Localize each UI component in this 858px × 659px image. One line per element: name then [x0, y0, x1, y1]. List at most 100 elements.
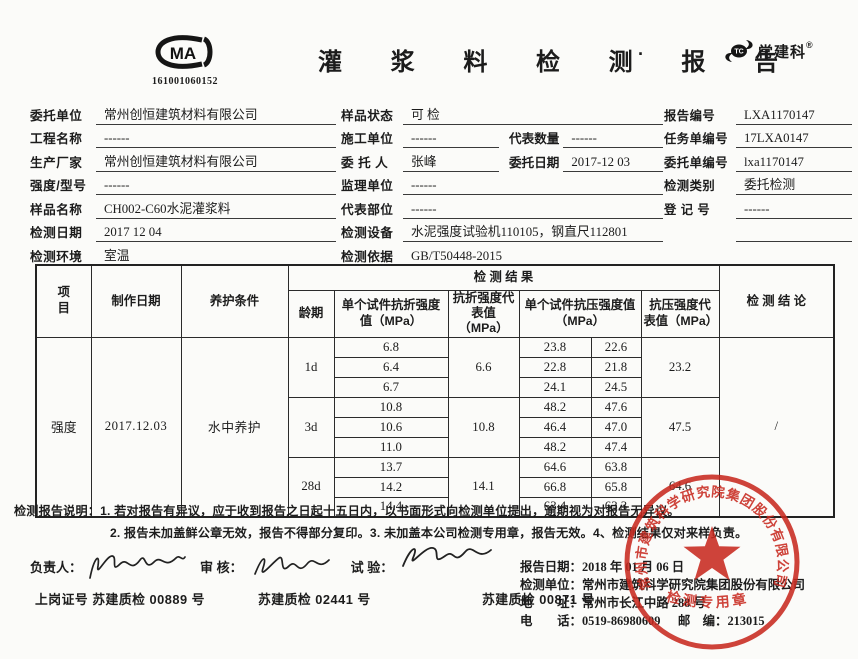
cell-make-date: 2017.12.03	[90, 336, 182, 518]
field-registration-number: 登 记 号 ------	[664, 195, 852, 219]
field-manufacturer: 生产厂家 常州创恒建筑材料有限公司	[30, 148, 336, 172]
col-header-compressive-rep: 抗压强度代表值（MPa）	[640, 289, 720, 338]
certificate-numbers: 上岗证号 苏建质检 00889 号 苏建质检 02441 号 苏建质检 0087…	[0, 589, 660, 609]
field-value: 水泥强度试验机110105，钢直尺112801	[403, 221, 663, 242]
cma-logo-icon: MA	[155, 35, 213, 69]
phone-label: 电 话：	[520, 614, 582, 628]
test-org-value: 常州市建筑科学研究院集团股份有限公司	[581, 578, 805, 592]
col-header-conclusion: 检 测 结 论	[718, 264, 835, 338]
field-label: 登 记 号	[664, 202, 711, 217]
test-results-table: 项目 制作日期 养护条件 检 测 结 果 检 测 结 论 龄期 单个试件抗折强度…	[35, 264, 836, 519]
field-value: 委托检测	[736, 174, 852, 195]
phone-line: 电 话：0519-86980609 邮 编：213015	[520, 612, 858, 630]
field-strength-model: 强度/型号 ------	[30, 172, 336, 195]
cell-compressive: 24.5	[590, 376, 642, 398]
report-footer-info: 报告日期：2018 年 01 月 06 日 检测单位：常州市建筑科学研究院集团股…	[520, 558, 858, 630]
field-label: 代表部位	[341, 202, 394, 217]
cell-flexural: 14.2	[333, 476, 449, 498]
cell-age-1d: 1d	[287, 336, 335, 398]
col-header-item: 项目	[35, 264, 92, 338]
field-value: ------	[96, 131, 336, 148]
field-value: ------	[403, 131, 499, 148]
col-header-compressive-individual: 单个试件抗压强度值（MPa）	[518, 289, 642, 338]
field-label: 委 托 人	[341, 155, 389, 170]
field-client-unit: 委托单位 常州创恒建筑材料有限公司	[30, 101, 336, 125]
report-date-line: 报告日期：2018 年 01 月 06 日	[520, 558, 858, 576]
field-test-environment: 检测环境 室温	[30, 242, 336, 266]
svg-text:MA: MA	[170, 44, 196, 63]
cell-compressive: 63.8	[590, 456, 642, 478]
field-label: 委托单编号	[664, 155, 728, 170]
address-value: 常州市长江中路 288 号	[581, 596, 706, 610]
tester-label: 试 验：	[350, 559, 394, 575]
page-title: 灌 浆 料 检 测 报 告	[318, 49, 800, 76]
notes-line-2: 2. 报告未加盖鲜公章无效，报告不得部分复印。3. 未加盖本公司检测专用章，报告…	[110, 525, 748, 540]
responsible-signature-icon	[89, 555, 186, 579]
field-label: 检测依据	[341, 249, 394, 264]
notes-label: 检测报告说明：	[14, 504, 101, 518]
col-header-age: 龄期	[287, 289, 335, 338]
cell-flexural: 6.7	[333, 376, 449, 398]
cell-compressive: 24.1	[518, 376, 592, 398]
cert-number-tester: 苏建质检 00871 号	[482, 592, 595, 607]
cell-compressive: 47.6	[590, 396, 642, 418]
cell-compressive: 48.2	[518, 436, 592, 458]
test-org-label: 检测单位：	[520, 578, 582, 592]
info-column-left: 委托单位 常州创恒建筑材料有限公司 工程名称 ------ 生产厂家 常州创恒建…	[30, 101, 336, 266]
field-value: LXA1170147	[736, 108, 852, 125]
cell-compressive: 64.6	[518, 456, 592, 478]
field-value: ------	[96, 178, 336, 195]
registered-mark: ®	[806, 40, 813, 50]
field-value: GB/T50448-2015	[403, 249, 663, 266]
col-header-results-group: 检 测 结 果	[287, 264, 720, 291]
cell-age-3d: 3d	[287, 396, 335, 458]
cell-flexural: 11.0	[333, 436, 449, 458]
field-label: 报告编号	[664, 108, 716, 123]
cell-curing: 水中养护	[180, 336, 289, 518]
field-sample-name: 样品名称 CH002-C60水泥灌浆料	[30, 195, 336, 219]
field-project-name: 工程名称 ------	[30, 125, 336, 148]
company-brand-logo: TC 常建科 ®	[722, 38, 813, 64]
col-header-make-date: 制作日期	[90, 264, 182, 338]
cma-certificate-number: 161001060152	[152, 76, 218, 87]
cell-flexural-rep: 6.6	[447, 336, 520, 398]
cell-compressive: 23.8	[518, 336, 592, 358]
field-supervision-unit: 监理单位 ------	[341, 172, 663, 195]
tester-signature-icon	[402, 547, 493, 567]
field-representative-part: 代表部位 ------	[341, 195, 663, 219]
cma-certification-mark: MA 161001060152	[140, 34, 230, 87]
field-value: 常州创恒建筑材料有限公司	[96, 151, 336, 172]
field-test-equipment: 检测设备 水泥强度试验机110105，钢直尺112801	[341, 219, 663, 242]
cert-number-responsible: 上岗证号 苏建质检 00889 号	[35, 592, 205, 607]
zip-label: 邮 编：	[677, 614, 728, 628]
field-label: 样品状态	[341, 108, 394, 123]
field-task-number: 任务单编号 17LXA0147	[664, 125, 852, 148]
info-column-middle: 样品状态 可 检 施工单位 ------ 代表数量 ------ 委 托 人 张…	[341, 101, 663, 266]
cell-compressive: 48.2	[518, 396, 592, 418]
field-construction-unit: 施工单位 ------ 代表数量 ------	[341, 125, 663, 148]
field-test-date: 检测日期 2017 12 04	[30, 219, 336, 242]
field-value: 2017 12 04	[96, 225, 336, 242]
field-commission-number: 委托单编号 lxa1170147	[664, 148, 852, 172]
field-label: 委托日期	[509, 155, 560, 170]
report-notes: 检测报告说明： 1. 若对报告有异议，应于收到报告之日起十五日内，以书面形式向检…	[14, 501, 856, 545]
cell-compressive: 21.8	[590, 356, 642, 378]
cell-flexural: 14.4	[333, 496, 449, 518]
brand-name: 常建科	[758, 43, 807, 61]
col-header-flexural-rep: 抗折强度代表值（MPa）	[447, 289, 520, 338]
cell-flexural: 10.6	[333, 416, 449, 438]
field-value: 室温	[96, 245, 336, 266]
col-header-curing: 养护条件	[180, 264, 289, 338]
field-value: ------	[563, 131, 663, 148]
signature-row: 负责人： 审 核： 试 验：	[30, 547, 501, 585]
cell-compressive: 65.8	[590, 476, 642, 498]
blank-underline	[664, 219, 852, 242]
report-date-value: 2018 年 01 月 06 日	[581, 560, 685, 574]
report-date-label: 报告日期：	[520, 560, 582, 574]
field-value: 17LXA0147	[736, 131, 852, 148]
cell-compressive-rep: 23.2	[640, 336, 720, 398]
test-org-line: 检测单位：常州市建筑科学研究院集团股份有限公司	[520, 576, 858, 594]
field-label: 检测环境	[30, 249, 83, 264]
field-test-basis: 检测依据 GB/T50448-2015	[341, 242, 663, 266]
field-client-person: 委 托 人 张峰 委托日期 2017-12 03	[341, 148, 663, 172]
